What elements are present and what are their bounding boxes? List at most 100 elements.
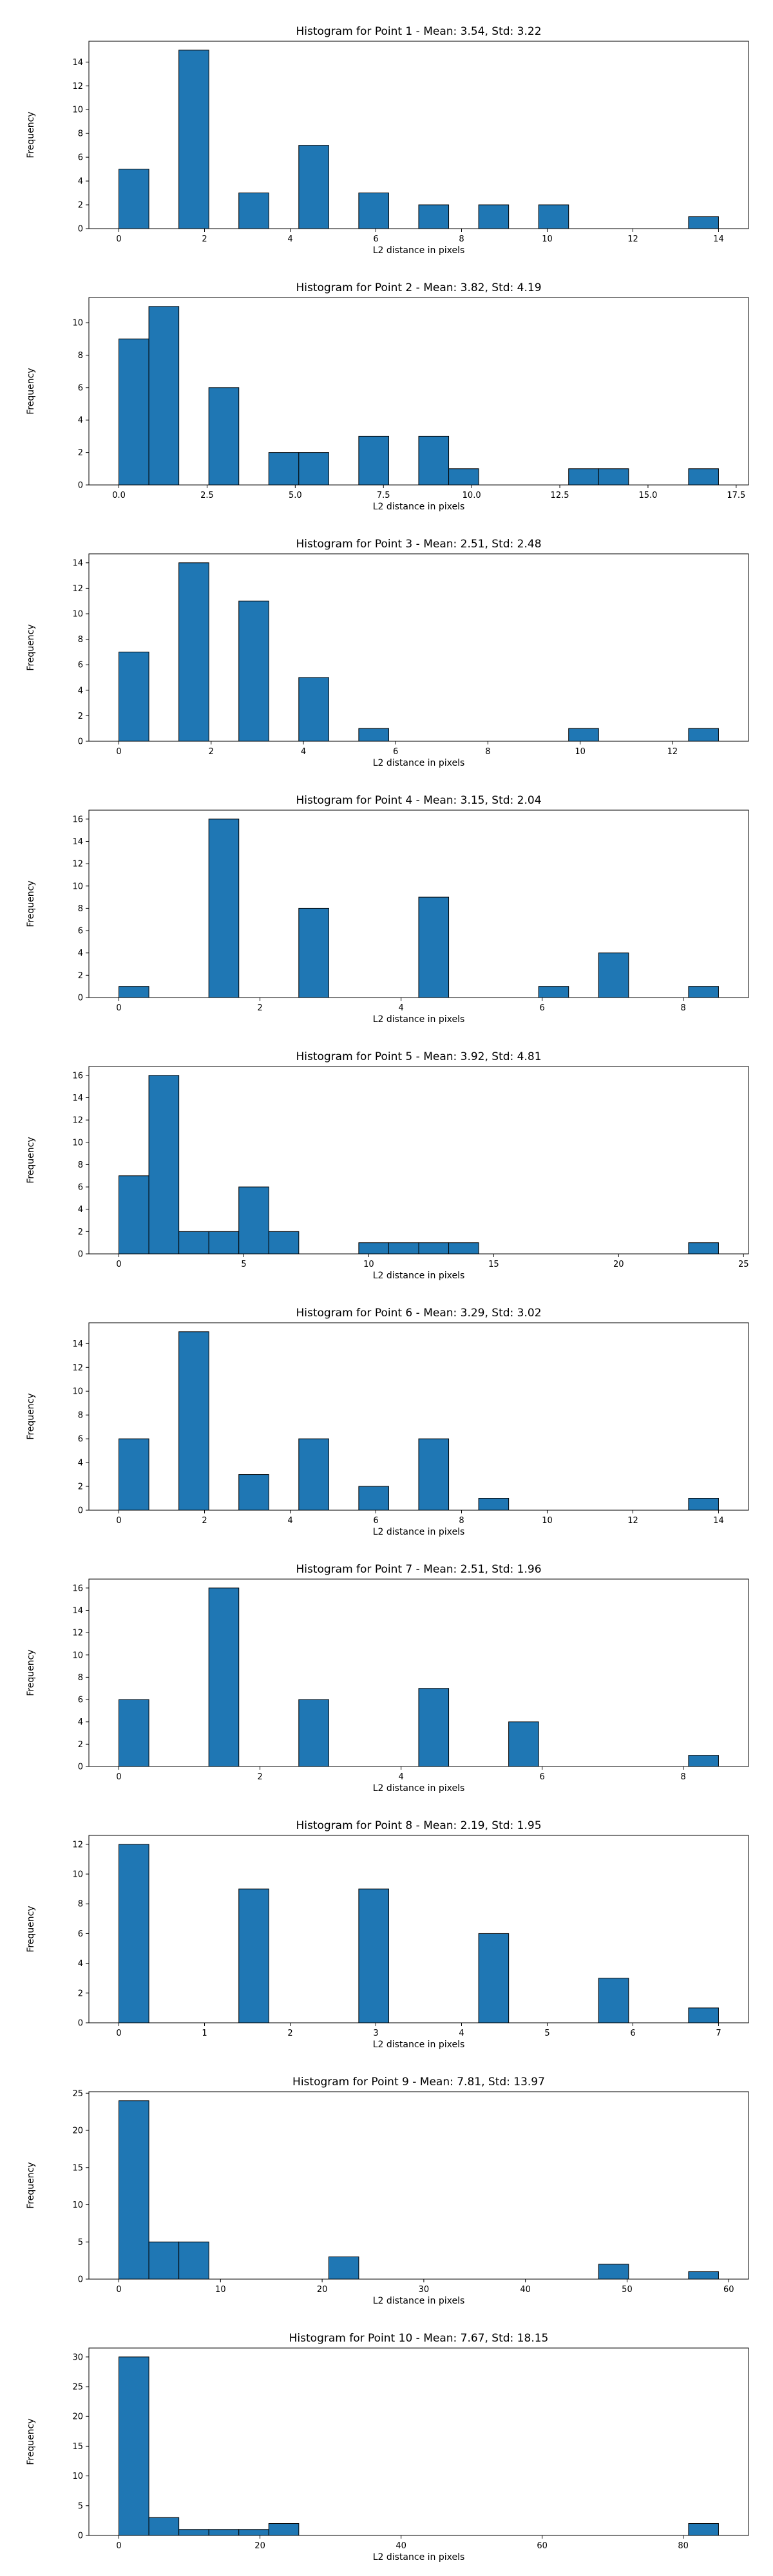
histogram-panel: Histogram for Point 4 - Mean: 3.15, Std:… — [26, 794, 749, 1025]
histogram-bar — [688, 468, 719, 486]
histogram-bar — [478, 1498, 510, 1511]
histogram-bar — [268, 1231, 300, 1255]
histogram-bar — [688, 986, 719, 998]
histogram-bar — [688, 2523, 719, 2536]
x-axis-label: L2 distance in pixels — [373, 245, 465, 256]
x-axis-label: L2 distance in pixels — [373, 1783, 465, 1794]
histogram-bar — [688, 2007, 719, 2023]
y-tick-label: 5 — [78, 2501, 83, 2511]
x-tick-label: 80 — [678, 2541, 689, 2551]
histogram-bar — [178, 50, 209, 229]
y-tick-label: 10 — [72, 1870, 83, 1880]
x-tick-label: 0 — [116, 1260, 121, 1269]
histogram-bar — [208, 1587, 240, 1767]
histogram-bar — [598, 2264, 629, 2280]
x-tick-label: 0 — [116, 1772, 121, 1782]
histogram-bar — [119, 2100, 149, 2280]
histogram-bar — [178, 1231, 209, 1255]
histogram-panel: Histogram for Point 7 - Mean: 2.51, Std:… — [26, 1563, 749, 1794]
chart-title: Histogram for Point 2 - Mean: 3.82, Std:… — [296, 281, 541, 294]
y-tick-label: 0 — [78, 1763, 83, 1772]
histogram-bar — [119, 169, 149, 229]
y-tick-label: 0 — [78, 737, 83, 747]
y-tick-label: 0 — [78, 2019, 83, 2029]
plot-frame — [88, 810, 749, 998]
histogram-bar — [598, 1978, 629, 2023]
y-tick-label: 15 — [72, 2163, 83, 2173]
histogram-bar — [358, 1486, 389, 1511]
y-tick-label: 2 — [78, 712, 83, 721]
x-tick-label: 1 — [202, 2029, 207, 2038]
y-tick-label: 25 — [72, 2089, 83, 2099]
histogram-bar — [119, 2356, 149, 2536]
histogram-bar — [119, 986, 149, 998]
y-tick-label: 14 — [72, 1340, 83, 1349]
x-tick-label: 4 — [287, 1516, 292, 1526]
x-tick-label: 4 — [398, 1772, 403, 1782]
x-tick-label: 15.0 — [638, 491, 657, 500]
chart-title: Histogram for Point 1 - Mean: 3.54, Std:… — [296, 25, 541, 38]
y-tick-label: 14 — [72, 58, 83, 68]
histogram-bar — [418, 435, 450, 486]
y-tick-label: 14 — [72, 1606, 83, 1616]
x-tick-label: 2 — [202, 234, 207, 244]
y-tick-label: 4 — [78, 177, 83, 187]
x-tick-label: 6 — [540, 1772, 545, 1782]
y-tick-label: 4 — [78, 1205, 83, 1215]
x-tick-label: 10 — [542, 234, 553, 244]
histogram-panel: Histogram for Point 5 - Mean: 3.92, Std:… — [26, 1050, 749, 1281]
histogram-bar — [568, 728, 599, 742]
y-tick-label: 4 — [78, 686, 83, 696]
plot-frame — [88, 1066, 749, 1255]
x-tick-label: 4 — [459, 2029, 464, 2038]
histogram-bar — [688, 1498, 719, 1511]
x-tick-label: 2 — [257, 1772, 262, 1782]
x-tick-label: 0 — [116, 234, 121, 244]
y-axis-label: Frequency — [26, 1906, 36, 1952]
x-tick-label: 6 — [393, 747, 398, 757]
x-axis-label: L2 distance in pixels — [373, 1014, 465, 1025]
y-tick-label: 10 — [72, 2201, 83, 2210]
x-tick-label: 20 — [254, 2541, 265, 2551]
y-tick-label: 12 — [72, 860, 83, 869]
y-tick-label: 30 — [72, 2353, 83, 2362]
y-tick-label: 2 — [78, 971, 83, 981]
histogram-bar — [298, 145, 329, 229]
y-tick-label: 2 — [78, 201, 83, 211]
y-tick-label: 4 — [78, 1459, 83, 1468]
histogram-panel: Histogram for Point 2 - Mean: 3.82, Std:… — [26, 281, 749, 512]
histogram-bar — [119, 1699, 149, 1767]
chart-title: Histogram for Point 8 - Mean: 2.19, Std:… — [296, 1819, 541, 1832]
chart-title: Histogram for Point 4 - Mean: 3.15, Std:… — [296, 794, 541, 807]
histogram-bar — [178, 2529, 209, 2536]
y-tick-label: 12 — [72, 584, 83, 594]
chart-title: Histogram for Point 6 - Mean: 3.29, Std:… — [296, 1307, 541, 1320]
y-tick-label: 6 — [78, 153, 83, 163]
y-tick-label: 4 — [78, 1718, 83, 1727]
y-tick-label: 16 — [72, 1071, 83, 1081]
y-tick-label: 10 — [72, 1651, 83, 1660]
histogram-bar — [268, 452, 300, 486]
histogram-bar — [148, 1075, 180, 1255]
y-tick-label: 8 — [78, 635, 83, 645]
plot-frame — [88, 1835, 749, 2023]
histogram-bar — [388, 1242, 419, 1255]
histogram-bar — [208, 819, 240, 998]
x-tick-label: 10.0 — [463, 491, 481, 500]
y-tick-label: 16 — [72, 815, 83, 824]
histogram-bar — [598, 952, 629, 998]
x-tick-label: 0 — [116, 747, 121, 757]
x-tick-label: 2 — [287, 2029, 292, 2038]
histogram-bar — [418, 1438, 450, 1511]
x-tick-label: 50 — [622, 2285, 633, 2295]
y-tick-label: 10 — [72, 319, 83, 328]
y-tick-label: 6 — [78, 1696, 83, 1705]
x-tick-label: 7.5 — [377, 491, 390, 500]
y-axis-label: Frequency — [26, 111, 36, 158]
x-tick-label: 8 — [681, 1003, 686, 1013]
y-tick-label: 10 — [72, 1387, 83, 1397]
x-tick-label: 40 — [396, 2541, 406, 2551]
y-tick-label: 8 — [78, 129, 83, 139]
histogram-bar — [448, 468, 479, 486]
histogram-bar — [328, 2256, 359, 2280]
